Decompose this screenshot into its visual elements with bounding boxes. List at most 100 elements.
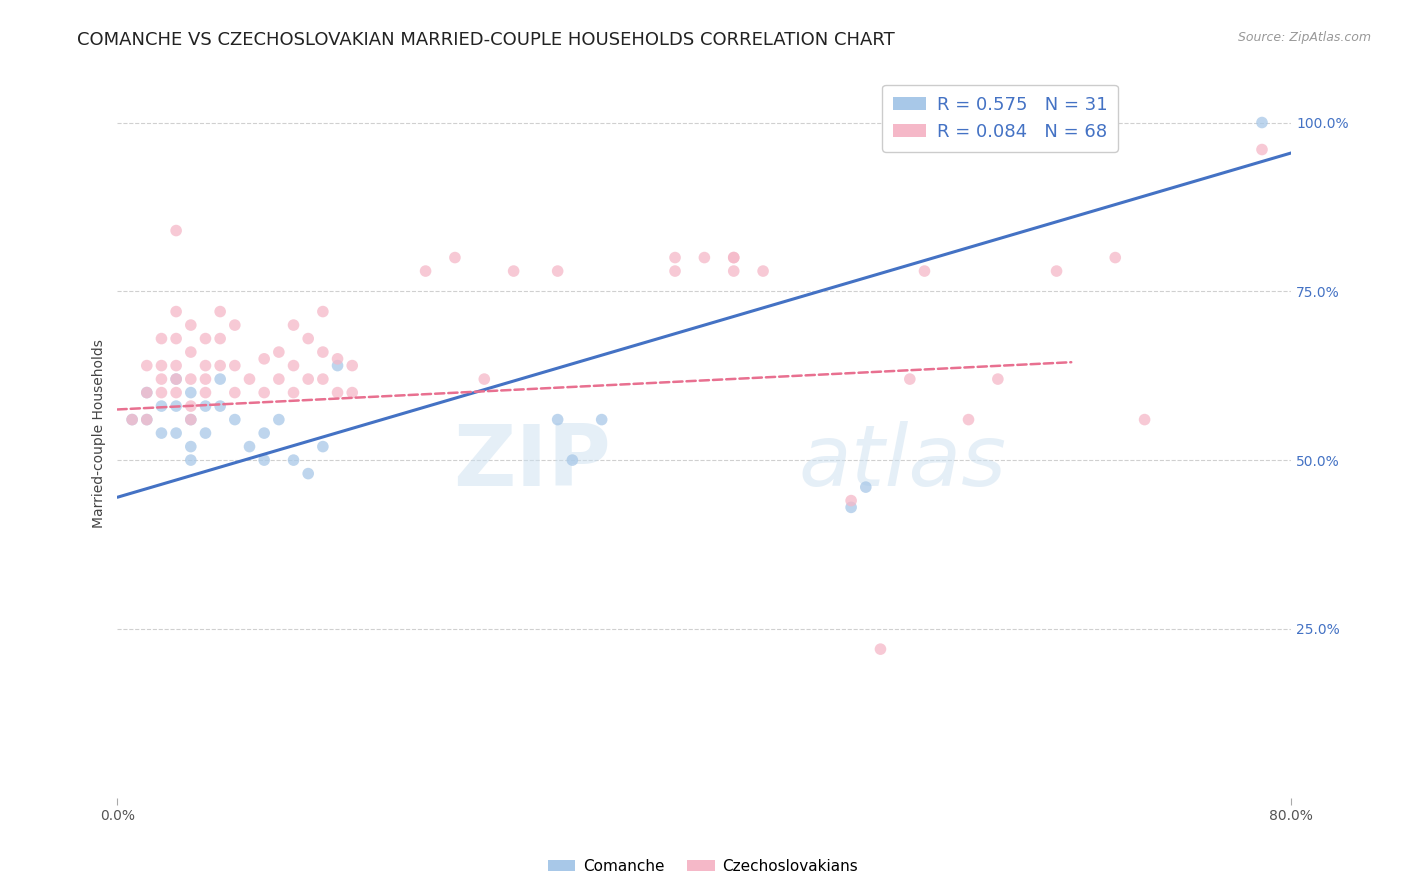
Point [342, 385, 364, 400]
Point [326, 359, 349, 373]
Point [150, 385, 173, 400]
Point [165, 399, 187, 413]
Point [1251, 143, 1274, 157]
Text: COMANCHE VS CZECHOSLOVAKIAN MARRIED-COUPLE HOUSEHOLDS CORRELATION CHART: COMANCHE VS CZECHOSLOVAKIAN MARRIED-COUP… [77, 31, 896, 49]
Point [312, 304, 335, 318]
Point [209, 332, 232, 346]
Point [180, 385, 202, 400]
Point [224, 359, 246, 373]
Point [135, 385, 157, 400]
Point [312, 440, 335, 454]
Point [547, 412, 569, 426]
Point [723, 251, 745, 265]
Point [238, 372, 260, 386]
Point [135, 385, 157, 400]
Point [194, 372, 217, 386]
Point [1104, 251, 1126, 265]
Point [1133, 412, 1156, 426]
Point [194, 426, 217, 441]
Point [561, 453, 583, 467]
Point [165, 223, 187, 237]
Point [283, 359, 305, 373]
Text: Source: ZipAtlas.com: Source: ZipAtlas.com [1237, 31, 1371, 45]
Point [267, 345, 290, 359]
Point [267, 412, 290, 426]
Point [165, 426, 187, 441]
Point [180, 440, 202, 454]
Point [297, 467, 319, 481]
Point [839, 493, 862, 508]
Point [253, 385, 276, 400]
Point [723, 264, 745, 278]
Point [238, 440, 260, 454]
Point [664, 264, 686, 278]
Point [283, 385, 305, 400]
Point [342, 359, 364, 373]
Point [194, 385, 217, 400]
Point [415, 264, 437, 278]
Point [224, 385, 246, 400]
Point [180, 453, 202, 467]
Point [135, 412, 157, 426]
Point [180, 399, 202, 413]
Point [224, 318, 246, 332]
Point [1251, 115, 1274, 129]
Point [194, 359, 217, 373]
Point [898, 372, 921, 386]
Point [297, 332, 319, 346]
Point [150, 332, 173, 346]
Point [326, 351, 349, 366]
Point [165, 332, 187, 346]
Point [180, 412, 202, 426]
Point [194, 332, 217, 346]
Legend: R = 0.575   N = 31, R = 0.084   N = 68: R = 0.575 N = 31, R = 0.084 N = 68 [883, 85, 1118, 152]
Text: ZIP: ZIP [453, 421, 610, 504]
Point [135, 359, 157, 373]
Text: atlas: atlas [799, 421, 1007, 504]
Point [209, 304, 232, 318]
Point [444, 251, 467, 265]
Point [547, 264, 569, 278]
Point [209, 359, 232, 373]
Point [165, 359, 187, 373]
Point [723, 251, 745, 265]
Point [209, 372, 232, 386]
Point [987, 372, 1010, 386]
Point [180, 345, 202, 359]
Point [224, 412, 246, 426]
Point [312, 372, 335, 386]
Point [693, 251, 716, 265]
Point [664, 251, 686, 265]
Point [312, 345, 335, 359]
Point [121, 412, 143, 426]
Point [957, 412, 980, 426]
Point [253, 351, 276, 366]
Point [267, 372, 290, 386]
Point [253, 453, 276, 467]
Point [591, 412, 613, 426]
Point [855, 480, 877, 494]
Point [1045, 264, 1067, 278]
Point [150, 399, 173, 413]
Point [914, 264, 936, 278]
Point [180, 318, 202, 332]
Y-axis label: Married-couple Households: Married-couple Households [93, 339, 107, 527]
Point [165, 304, 187, 318]
Point [180, 412, 202, 426]
Point [472, 372, 495, 386]
Point [180, 372, 202, 386]
Point [165, 372, 187, 386]
Point [283, 318, 305, 332]
Point [209, 399, 232, 413]
Point [326, 385, 349, 400]
Point [165, 385, 187, 400]
Point [150, 372, 173, 386]
Point [150, 359, 173, 373]
Legend: Comanche, Czechoslovakians: Comanche, Czechoslovakians [541, 853, 865, 880]
Point [752, 264, 775, 278]
Point [121, 412, 143, 426]
Point [502, 264, 524, 278]
Point [135, 412, 157, 426]
Point [297, 372, 319, 386]
Point [253, 426, 276, 441]
